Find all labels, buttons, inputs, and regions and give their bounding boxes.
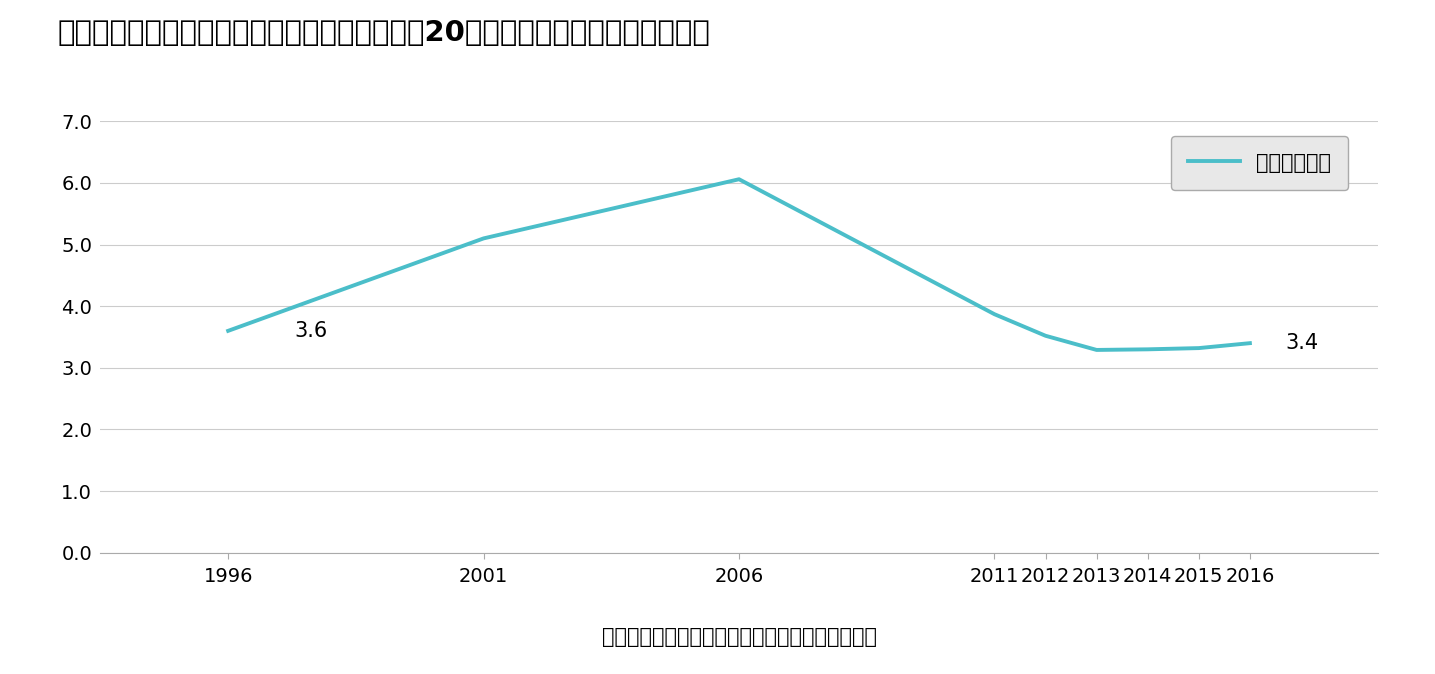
Legend: 国際結婚割合: 国際結婚割合 <box>1171 136 1347 190</box>
Text: 3.4: 3.4 <box>1286 333 1319 353</box>
Text: 資料）厚生労働省「人口動態統計」より筆者作成: 資料）厚生労働省「人口動態統計」より筆者作成 <box>601 627 877 647</box>
Text: 3.6: 3.6 <box>294 321 327 341</box>
Text: 【図表１】日本国内における国際結婚の割合、20年間の推移（縦：％・横：年）: 【図表１】日本国内における国際結婚の割合、20年間の推移（縦：％・横：年） <box>57 19 710 47</box>
